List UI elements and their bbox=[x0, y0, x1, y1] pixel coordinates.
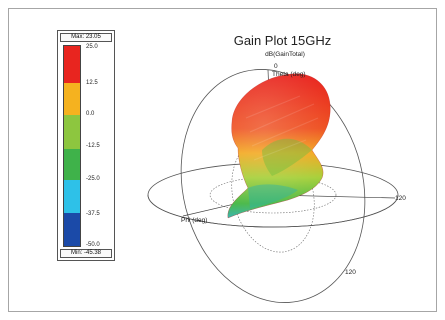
legend-tick: -12.5 bbox=[86, 143, 100, 149]
origin-label: 0 bbox=[274, 63, 278, 70]
horizontal-ring-front bbox=[147, 194, 399, 228]
chart-title: Gain Plot 15GHz bbox=[233, 33, 332, 48]
legend-tick: 25.0 bbox=[86, 44, 98, 50]
color-legend: Max: 23.05 25.0 12.5 0.0 -12.5 -25.0 -37… bbox=[57, 30, 115, 261]
legend-tick: -25.0 bbox=[86, 176, 100, 182]
lobe-side-shading bbox=[262, 138, 312, 176]
legend-max-label: Max: 23.05 bbox=[60, 33, 112, 42]
vertical-ring bbox=[180, 69, 366, 303]
legend-tick: 0.0 bbox=[86, 111, 95, 117]
chart-subtitle: dB(GainTotal) bbox=[265, 51, 305, 58]
lobe-hatch bbox=[245, 95, 319, 161]
theta-label: Theta (deg) bbox=[272, 71, 306, 78]
color-band bbox=[64, 115, 80, 149]
color-bar bbox=[63, 45, 81, 247]
inner-ring bbox=[209, 176, 337, 214]
legend-min-label: Min: -45.38 bbox=[60, 249, 112, 258]
phi-label: Phi (deg) bbox=[181, 217, 207, 224]
legend-tick: 12.5 bbox=[86, 80, 98, 86]
legend-tick: -50.0 bbox=[86, 242, 100, 248]
lobe-bottom-shading bbox=[248, 184, 298, 208]
color-band bbox=[64, 213, 80, 246]
color-band bbox=[64, 149, 80, 180]
color-band bbox=[64, 83, 80, 115]
gain-lobe bbox=[227, 73, 331, 219]
ring-label-right: 120 bbox=[395, 195, 406, 202]
legend-tick: -37.5 bbox=[86, 211, 100, 217]
ring-label-bottom: 120 bbox=[345, 269, 356, 276]
lobe-sheen bbox=[227, 73, 331, 218]
color-band bbox=[64, 46, 80, 83]
color-band bbox=[64, 180, 80, 213]
